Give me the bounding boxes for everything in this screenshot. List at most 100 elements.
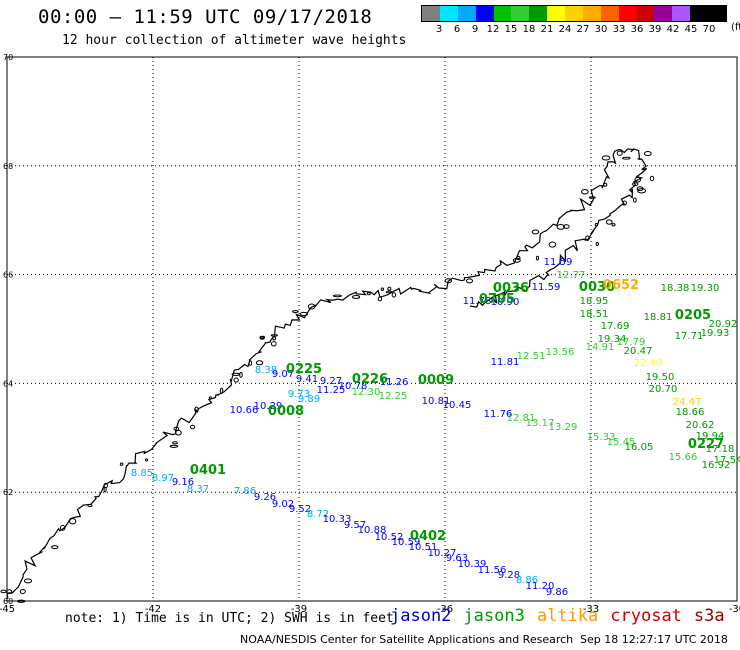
coastal-island bbox=[239, 371, 243, 378]
lon-tick-label: -45 bbox=[0, 604, 15, 615]
pass-time-label: 0030 bbox=[579, 280, 615, 295]
wave-height-value: 13.56 bbox=[546, 347, 575, 358]
legend-swatch bbox=[511, 6, 530, 21]
lon-tick-label: -30 bbox=[729, 604, 740, 615]
coastal-island bbox=[391, 292, 397, 298]
legend-label: 39 bbox=[648, 24, 662, 35]
wave-height-value: 11.81 bbox=[491, 357, 520, 368]
wave-height-value: 12.77 bbox=[557, 270, 586, 281]
legend-swatch bbox=[565, 6, 583, 21]
wave-height-value: 20.70 bbox=[649, 384, 678, 395]
wave-height-value: 10.81 bbox=[422, 396, 451, 407]
satellite-key: jason2 jason3 altika cryosat s3a bbox=[390, 606, 737, 626]
legend-swatch bbox=[529, 6, 548, 21]
wave-height-value: 18.95 bbox=[580, 296, 609, 307]
wave-height-value: 10.29 bbox=[254, 401, 283, 412]
wave-height-value: 8.97 bbox=[152, 473, 174, 484]
satellite-s3a: s3a bbox=[693, 606, 725, 626]
legend-swatch bbox=[600, 6, 619, 21]
pass-time-label: 0226 bbox=[352, 372, 388, 387]
legend-swatch bbox=[493, 6, 512, 21]
coastal-island bbox=[621, 156, 631, 160]
coastal-island bbox=[387, 286, 392, 291]
coastal-island bbox=[175, 429, 182, 436]
coastal-island bbox=[231, 372, 241, 376]
credit-text: NOAA/NESDIS Center for Satellite Applica… bbox=[240, 633, 574, 646]
wave-height-value: 17.79 bbox=[617, 337, 646, 348]
legend-swatch bbox=[439, 6, 458, 21]
coastal-island bbox=[603, 182, 608, 187]
wave-height-value: 11.25 bbox=[317, 385, 346, 396]
wave-height-value: 9.28 bbox=[498, 570, 520, 581]
coastal-island bbox=[611, 223, 616, 227]
lat-tick-label: 68 bbox=[3, 162, 13, 171]
coastal-island bbox=[377, 296, 383, 302]
wave-height-value: 18.38 bbox=[661, 283, 690, 294]
wave-height-value: 24.47 bbox=[673, 397, 702, 408]
coastal-island bbox=[172, 441, 178, 445]
coastal-island bbox=[601, 155, 611, 161]
pass-time-label: 0652 bbox=[603, 278, 639, 293]
wave-height-value: 19.94 bbox=[696, 431, 725, 442]
lat-tick-label: 66 bbox=[3, 271, 13, 280]
wave-height-value: 12.25 bbox=[379, 391, 408, 402]
lon-tick-label: -39 bbox=[291, 604, 307, 615]
wave-height-value: 11.59 bbox=[532, 282, 561, 293]
wave-height-value: 16.05 bbox=[625, 442, 654, 453]
coastal-island bbox=[535, 255, 540, 261]
wave-height-value: 7.86 bbox=[234, 486, 256, 497]
coastal-island bbox=[259, 335, 266, 339]
coastal-island bbox=[595, 241, 599, 246]
coastal-island bbox=[562, 224, 570, 229]
wave-height-value: 17.54 bbox=[714, 455, 740, 466]
lat-tick-label: 70 bbox=[3, 53, 13, 62]
wave-height-value: 11.59 bbox=[544, 257, 573, 268]
coastal-island bbox=[643, 151, 652, 157]
legend-label: 21 bbox=[540, 24, 554, 35]
legend-color-bar bbox=[421, 5, 727, 22]
footnote: note: 1) Time is in UTC; 2) SWH is in fe… bbox=[65, 611, 394, 626]
coastal-island bbox=[632, 182, 639, 187]
wave-height-value: 11.20 bbox=[526, 581, 555, 592]
coastal-island bbox=[299, 311, 309, 316]
coastal-island bbox=[634, 176, 642, 183]
legend-label: 3 bbox=[435, 24, 443, 35]
wave-height-value: 12.30 bbox=[352, 387, 381, 398]
coastal-island bbox=[585, 235, 590, 242]
coastal-island bbox=[616, 150, 623, 156]
wave-height-value: 15.33 bbox=[587, 432, 616, 443]
wave-height-value: 16.92 bbox=[702, 460, 731, 471]
coastal-island bbox=[189, 424, 196, 430]
wave-height-value: 10.39 bbox=[458, 559, 487, 570]
coastal-island bbox=[17, 599, 26, 603]
coastal-island bbox=[632, 197, 637, 203]
wave-height-value: 10.78 bbox=[339, 381, 368, 392]
wave-height-value: 9.27 bbox=[320, 376, 342, 387]
pass-time-label: 0036 bbox=[493, 281, 529, 296]
legend-swatch bbox=[422, 6, 440, 21]
lon-tick-label: -42 bbox=[145, 604, 161, 615]
pass-time-label: 0402 bbox=[410, 529, 446, 544]
coastal-island bbox=[556, 223, 565, 230]
legend-label: 6 bbox=[453, 24, 461, 35]
wave-height-value: 10.66 bbox=[230, 405, 259, 416]
coastal-island bbox=[23, 578, 33, 584]
pass-time-label: 0705 bbox=[479, 292, 515, 307]
legend-swatch bbox=[457, 6, 476, 21]
wave-height-value: 15.66 bbox=[669, 452, 698, 463]
pass-time-label: 0205 bbox=[675, 308, 711, 323]
greenland-coastline bbox=[6, 148, 648, 599]
coastal-island bbox=[208, 396, 213, 400]
coastal-island bbox=[605, 219, 613, 225]
wave-height-value: 18.81 bbox=[644, 312, 673, 323]
chart-subtitle: 12 hour collection of altimeter wave hei… bbox=[62, 33, 407, 48]
pass-time-label: 0008 bbox=[268, 404, 304, 419]
legend-labels: 3 6 9 12 15 18 21 24 27 30 33 36 39 42 45 70 bbox=[421, 22, 727, 36]
wave-height-value: 8.86 bbox=[516, 575, 538, 586]
wave-height-value: 15.45 bbox=[607, 437, 636, 448]
coastal-island bbox=[19, 588, 26, 595]
legend-label: 27 bbox=[576, 24, 590, 35]
wave-height-value: 8.37 bbox=[187, 484, 209, 495]
legend-label: 15 bbox=[504, 24, 518, 35]
wave-height-value: 9.16 bbox=[172, 477, 194, 488]
